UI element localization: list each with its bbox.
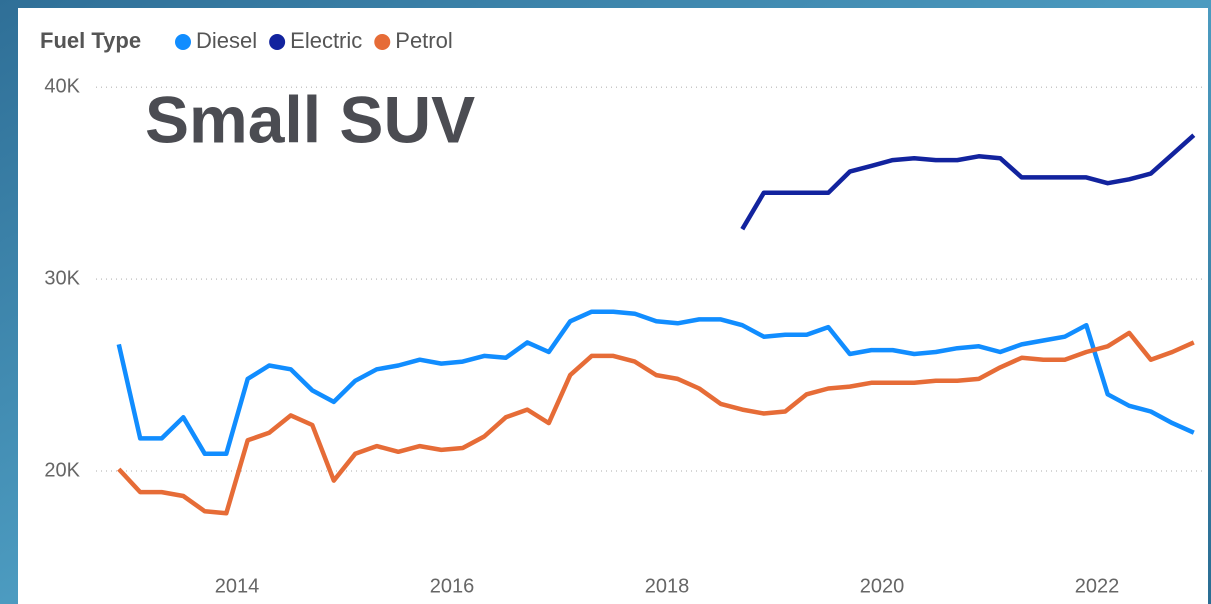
legend-title: Fuel Type <box>40 28 141 53</box>
x-tick-label: 2020 <box>860 575 905 597</box>
series-line <box>116 309 1195 457</box>
series-line <box>117 330 1195 516</box>
x-tick-label: 2016 <box>430 575 475 597</box>
legend-marker <box>175 34 191 50</box>
x-tick-label: 2022 <box>1075 575 1120 597</box>
legend-marker <box>269 34 286 50</box>
panel <box>18 8 1208 604</box>
x-tick-label: 2018 <box>645 575 690 597</box>
legend-label: Petrol <box>395 28 452 53</box>
legend-marker <box>374 34 391 50</box>
legend-label: Diesel <box>196 28 257 53</box>
y-tick-label: 40K <box>44 75 80 97</box>
chart-title: Small SUV <box>145 82 475 156</box>
x-tick-label: 2014 <box>215 575 260 597</box>
y-tick-label: 30K <box>44 267 80 289</box>
legend-label: Electric <box>290 28 362 53</box>
series-line <box>740 133 1196 231</box>
y-tick-label: 20K <box>44 459 80 481</box>
